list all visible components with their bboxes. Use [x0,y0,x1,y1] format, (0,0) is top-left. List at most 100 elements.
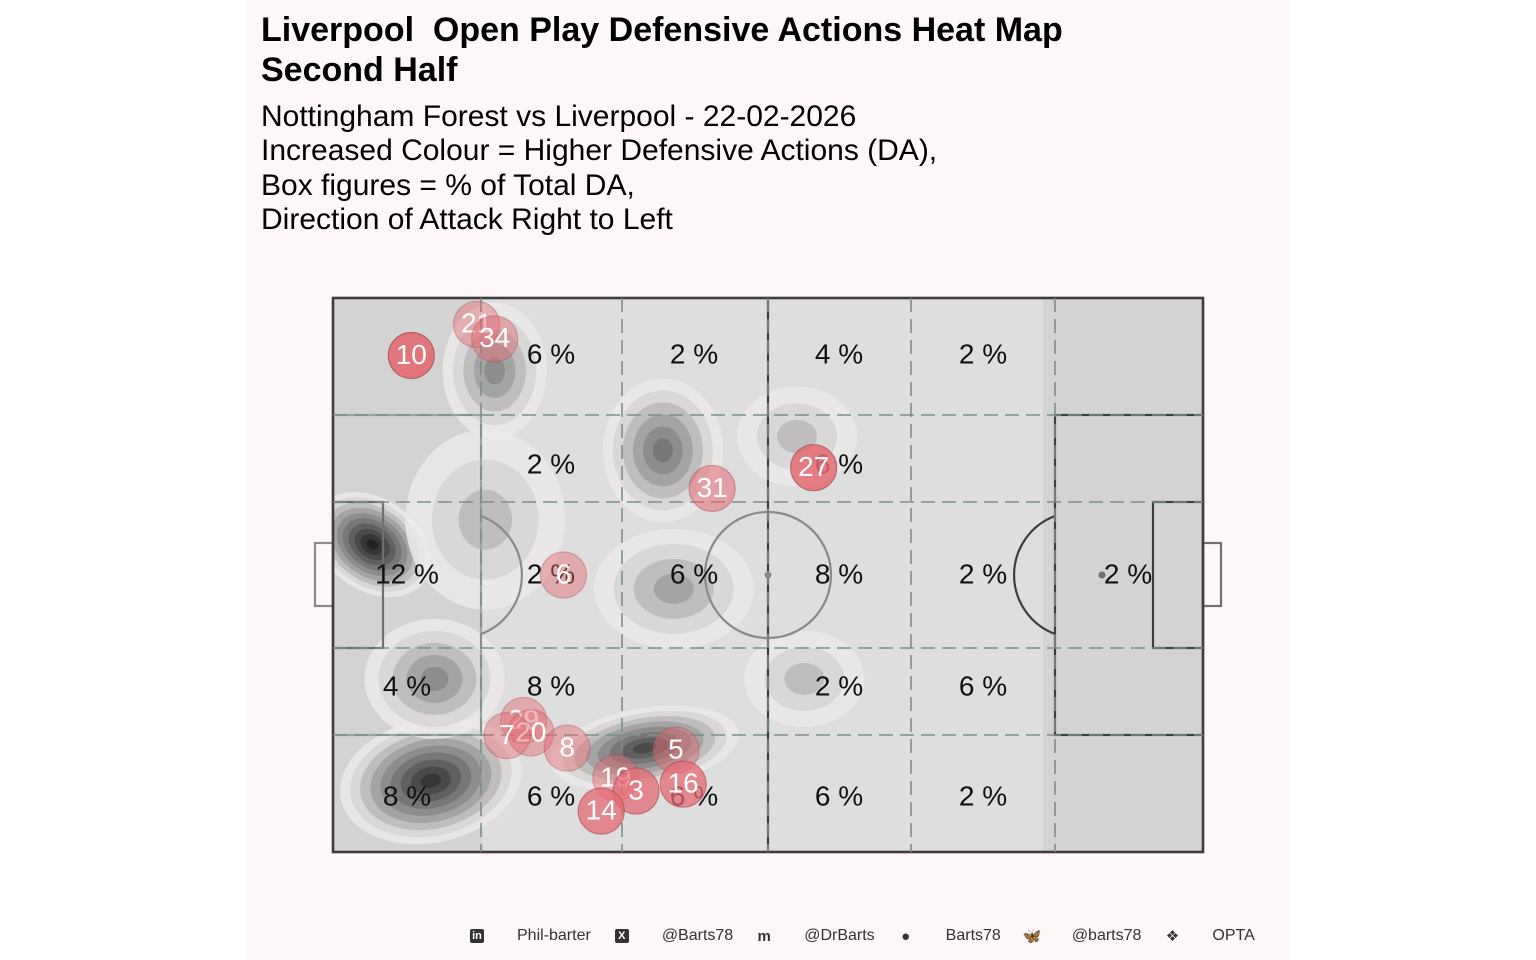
player-marker: 7 [483,712,531,760]
subtitle-line-2: Increased Colour = Higher Defensive Acti… [261,134,938,168]
player-number-label: 29 [508,704,539,735]
density-peak [593,528,754,649]
zone-percentage-label: 2 % [527,558,575,589]
footer-item: m @DrBarts [757,927,898,945]
player-marker-circle [387,331,435,380]
player-marker-circle [790,444,838,492]
footer-text: @Barts78 [661,927,734,944]
footer-text: @DrBarts [804,927,875,944]
zone-percentage-label: 2 % [527,448,575,479]
chart-title: Liverpool Open Play Defensive Actions He… [261,10,1271,90]
density-band [420,666,449,691]
player-number-label: 3 [628,774,644,805]
x-icon: X [614,929,629,943]
player-marker: 34 [471,315,519,363]
player-number-label: 10 [396,339,427,370]
player-marker: 31 [688,464,736,513]
player-marker-circle [539,551,588,599]
zone-grid [333,298,1203,852]
player-marker: 29 [500,696,548,745]
zone-percentage-label: 2 % [1104,558,1152,589]
footer-item: 🦋 @barts78 [1022,927,1166,945]
zone-labels: 6 % 2 % 4 % 2 % 2 % 6 % 12 % 2 % 6 % 8 % 2 % 2 % 4 %… [375,338,1152,811]
player-number-label: 34 [479,322,510,353]
density-band [458,489,512,550]
zone-percentage-label: 6 % [959,670,1007,701]
player-marker: 14 [577,787,625,835]
density-band [484,357,506,385]
player-marker: 27 [790,444,838,492]
zone-percentage-label: 2 % [670,338,718,369]
zone-percentage-label: 2 % [959,338,1007,369]
footer-item: ❖ OPTA [1165,927,1278,945]
player-marker: 10 [387,331,435,380]
zone-percentage-label: 8 % [815,558,863,589]
zone-percentage-label: 2 % [959,780,1007,811]
footer-text: @barts78 [1071,927,1142,944]
footer-text: Phil-barter [517,927,591,944]
subtitle-line-1: Nottingham Forest vs Liverpool - 22-02-2… [261,100,857,133]
player-marker-circle [471,315,519,363]
linkedin-icon: in [470,929,484,943]
player-marker-circle [500,696,548,745]
density-band [420,773,441,788]
player-marker: 6 [539,551,588,599]
player-number-label: 16 [668,768,699,799]
player-marker-circle [577,787,625,835]
left-goal [313,541,335,608]
player-number-label: 31 [697,472,728,503]
left-penalty-arc [480,514,524,636]
github-icon: ● [901,927,911,945]
zone-percentage-label: 4 % [383,670,431,701]
density-peak [744,630,865,727]
player-marker-circle [543,724,591,772]
player-number-label: 27 [798,451,829,482]
density-peak [339,717,522,845]
density-band [366,539,379,550]
subtitle-line-3: Box figures = % of Total DA, [261,168,635,202]
player-marker-circle [483,712,531,760]
dropbox-icon: ❖ [1165,928,1180,945]
player-marker-circle [659,760,707,808]
title-line-2: Second Half [261,51,458,89]
player-marker: 3 [612,767,660,815]
density-band [652,438,673,463]
player-number-label: 20 [515,716,546,747]
density-band [777,419,817,454]
player-marker: 16 [659,760,707,808]
zone-percentage-label: 6 % [527,780,575,811]
subtitle-line-4: Direction of Attack Right to Left [261,202,673,236]
player-number-label: 7 [499,719,515,750]
player-marker-circle [452,300,501,348]
player-number-label: 8 [559,732,575,763]
footer-text: OPTA [1212,927,1255,944]
zone-percentage-label: 12 % [375,558,439,589]
player-number-label: 14 [586,795,617,826]
title-line-1: Liverpool Open Play Defensive Actions He… [261,11,1063,49]
player-marker: 21 [452,300,501,348]
player-marker-circle [507,709,555,757]
zone-percentage-label: 4 % [815,338,863,369]
density-peak [405,429,566,610]
player-number-label: 21 [461,308,492,339]
right-goal [1201,541,1223,608]
footer-item: in Phil-barter [470,927,615,945]
zone-percentage-label: 6 % [527,338,575,369]
footer-item: ● Barts78 [899,927,1025,945]
density-band [653,573,694,604]
density-band [784,662,825,695]
density-band [632,742,657,754]
player-number-label: 6 [556,558,572,589]
player-marker-circle [688,464,736,513]
chart-subtitle: Nottingham Forest vs Liverpool - 22-02-2… [261,100,1271,237]
density-peak [364,618,505,739]
density-peak [442,302,547,439]
right-penalty-spot [1098,571,1106,579]
footer-credits: in Phil-barter X @Barts78 m @DrBarts ● Barts78 🦋… [470,924,1279,948]
zone-percentage-label: 2 % [959,558,1007,589]
zone-percentage-label: 6 % [670,558,718,589]
footer-item: X @Barts78 [614,927,757,945]
zone-percentage-label: 8 % [383,780,431,811]
